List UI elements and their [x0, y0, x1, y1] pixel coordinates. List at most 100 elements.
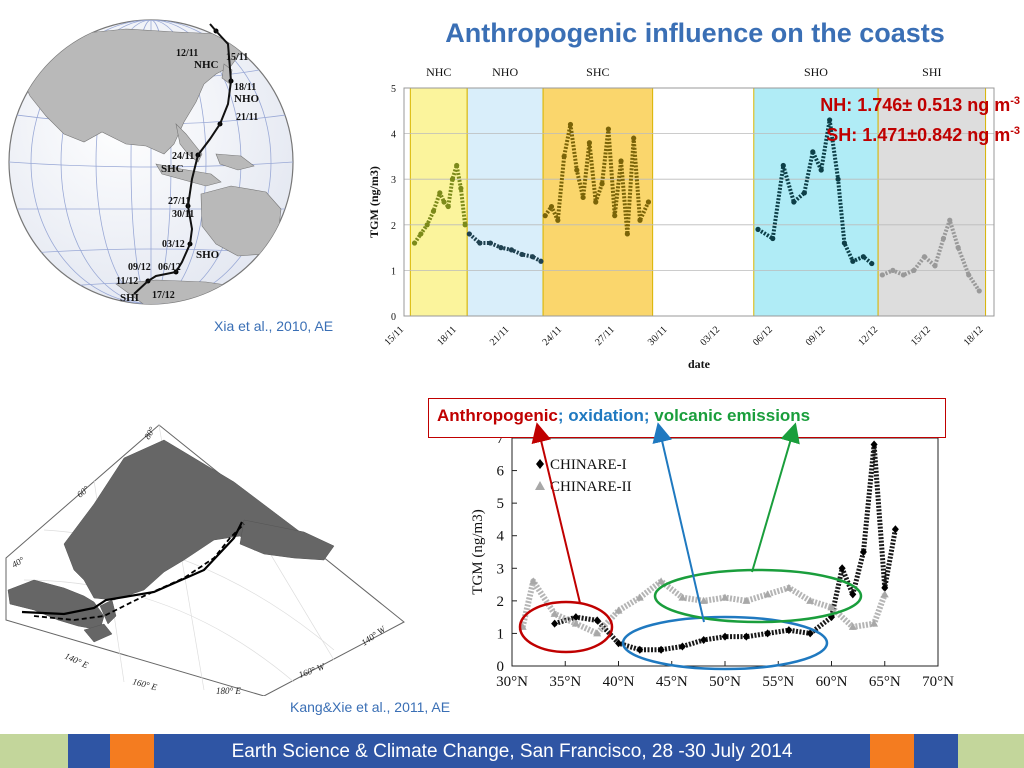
data-point [567, 121, 574, 128]
region-label-shi: SHI [922, 65, 941, 79]
globe-label: NHC [194, 59, 219, 71]
y-tick-label: 0 [497, 659, 505, 675]
data-point [519, 251, 525, 258]
y-tick-label: 6 [497, 464, 505, 480]
footer-text: Earth Science & Climate Change, San Fran… [231, 741, 793, 762]
data-point [637, 217, 643, 223]
sh-concentration: SH: 1.471±0.842 ng m-3 [826, 125, 1020, 145]
data-point [529, 254, 536, 260]
x-tick-label: 40°N [603, 674, 635, 690]
legend-label-chinare-i: CHINARE-I [550, 457, 627, 473]
polar-map-label: 140° E [63, 651, 90, 671]
region-band-sho [753, 87, 879, 317]
chinare-ii-route [33, 523, 245, 621]
region-band-shi [877, 87, 987, 317]
x-tick-label: 65°N [869, 674, 901, 690]
region-label-nho: NHO [492, 65, 518, 79]
y-tick-label: 3 [391, 175, 396, 186]
data-point [538, 258, 544, 264]
data-point [801, 190, 807, 196]
source-anthropogenic: Anthropogenic [437, 406, 558, 425]
data-point [466, 231, 472, 237]
data-point [947, 217, 953, 223]
x-tick-label: 27/11 [593, 324, 617, 348]
y-tick-label: 5 [391, 84, 396, 95]
data-point [860, 254, 866, 260]
y-tick-label: 2 [497, 594, 505, 610]
data-point [462, 222, 468, 228]
cruise-route [133, 23, 233, 295]
y-tick-label: 5 [497, 496, 505, 512]
y-tick-label: 2 [391, 221, 396, 232]
source-volcanic: volcanic emissions [654, 406, 811, 425]
plot-frame [403, 87, 995, 317]
data-point [835, 176, 841, 182]
data-point [827, 117, 833, 123]
data-point [418, 231, 424, 237]
data-point [770, 235, 776, 242]
globe-label: 30/11 [172, 209, 194, 220]
y-tick-label: 0 [391, 312, 396, 323]
y-tick-label: 1 [497, 626, 505, 642]
globe-label: 03/12 [162, 239, 185, 250]
x-tick-label: 12/12 [856, 324, 880, 348]
globe-label: 27/11 [168, 196, 190, 207]
polar-route-map: 80° 60° 40° 140° E 160° E 180° E 160° W … [5, 424, 405, 696]
data-point [487, 240, 493, 246]
y-tick-label: 3 [497, 561, 505, 577]
data-point [411, 240, 418, 246]
concentration-stats: NH: 1.746± 0.513 ng m-3 SH: 1.471±0.842 … [820, 88, 1020, 148]
x-tick-label: 09/12 [804, 324, 828, 348]
source-separator: ; [643, 406, 655, 425]
x-axis-label: date [688, 357, 711, 371]
x-tick-label: 30°N [496, 674, 528, 690]
data-point [508, 247, 515, 253]
data-point [458, 185, 464, 191]
data-point [859, 548, 867, 556]
x-tick-label: 60°N [816, 674, 848, 690]
data-point [870, 440, 878, 449]
data-point [976, 288, 982, 294]
y-tick-label: 4 [497, 529, 505, 545]
globe-label: 24/11 [172, 151, 194, 162]
data-point [791, 199, 797, 205]
data-point [891, 525, 899, 534]
data-point [780, 162, 786, 169]
x-tick-label: 03/12 [698, 324, 722, 348]
y-axis-label: TGM (ng/m3) [470, 509, 486, 594]
polar-map-label: 180° E [216, 686, 241, 696]
source-separator: ; [557, 406, 569, 425]
data-point [586, 140, 593, 146]
data-point [561, 153, 567, 159]
data-point [424, 222, 430, 228]
data-point [921, 254, 928, 260]
polar-map-label: 160° E [131, 676, 158, 692]
globe-label: 11/12 [116, 276, 138, 287]
data-point [755, 226, 761, 232]
data-point [605, 126, 611, 132]
data-point [445, 203, 451, 210]
globe-label: 06/12 [158, 262, 181, 273]
data-point [574, 167, 580, 173]
data-point [449, 176, 456, 182]
mercury-sources-box: Anthropogenic; oxidation; volcanic emiss… [428, 398, 946, 438]
region-label-nhc: NHC [426, 65, 451, 79]
polar-map-citation: Kang&Xie et al., 2011, AE [290, 699, 451, 715]
x-tick-label: 18/11 [435, 324, 459, 348]
y-tick-label: 4 [391, 130, 396, 141]
y-axis-label: TGM (ng/m3) [367, 166, 381, 238]
data-point [542, 213, 548, 219]
data-point [900, 272, 906, 278]
data-point [593, 199, 599, 205]
data-point [818, 167, 824, 173]
data-point [454, 162, 460, 169]
data-point [624, 231, 630, 237]
x-tick-label: 06/12 [751, 324, 775, 348]
data-point [555, 217, 561, 223]
region-band-nho [466, 87, 544, 317]
series-trace-shi [881, 218, 981, 293]
data-point [618, 158, 624, 164]
data-point [614, 606, 623, 614]
data-point [631, 135, 637, 141]
globe-label: SHI [120, 292, 139, 304]
